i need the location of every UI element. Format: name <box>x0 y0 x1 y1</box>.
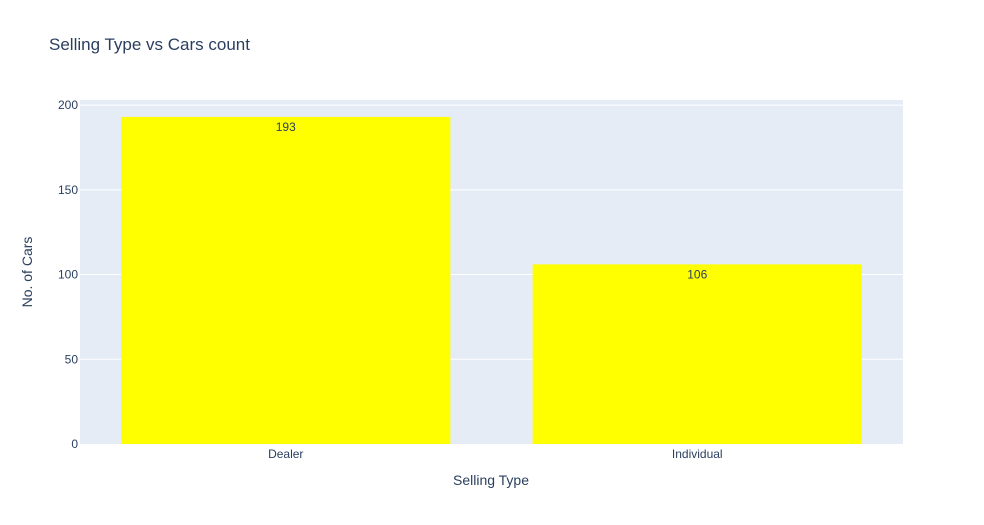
bar-dealer <box>121 116 451 445</box>
x-tick-label: Dealer <box>268 447 303 461</box>
y-tick-label: 50 <box>65 352 79 366</box>
y-axis-ticks: 0 50 100 150 200 <box>58 98 78 451</box>
y-tick-label: 200 <box>58 98 78 112</box>
y-tick-label: 150 <box>58 183 78 197</box>
y-axis-label: No. of Cars <box>19 237 35 308</box>
chart-title: Selling Type vs Cars count <box>49 35 250 54</box>
bar-individual <box>532 264 862 444</box>
bar-value-label: 106 <box>687 267 707 281</box>
y-tick-label: 100 <box>58 268 78 282</box>
bars: 193 106 <box>121 116 862 445</box>
y-tick-label: 0 <box>71 437 78 451</box>
x-tick-label: Individual <box>672 447 723 461</box>
bar-value-label: 193 <box>276 120 296 134</box>
x-axis-ticks: Dealer Individual <box>268 447 723 461</box>
x-axis-label: Selling Type <box>453 472 529 488</box>
